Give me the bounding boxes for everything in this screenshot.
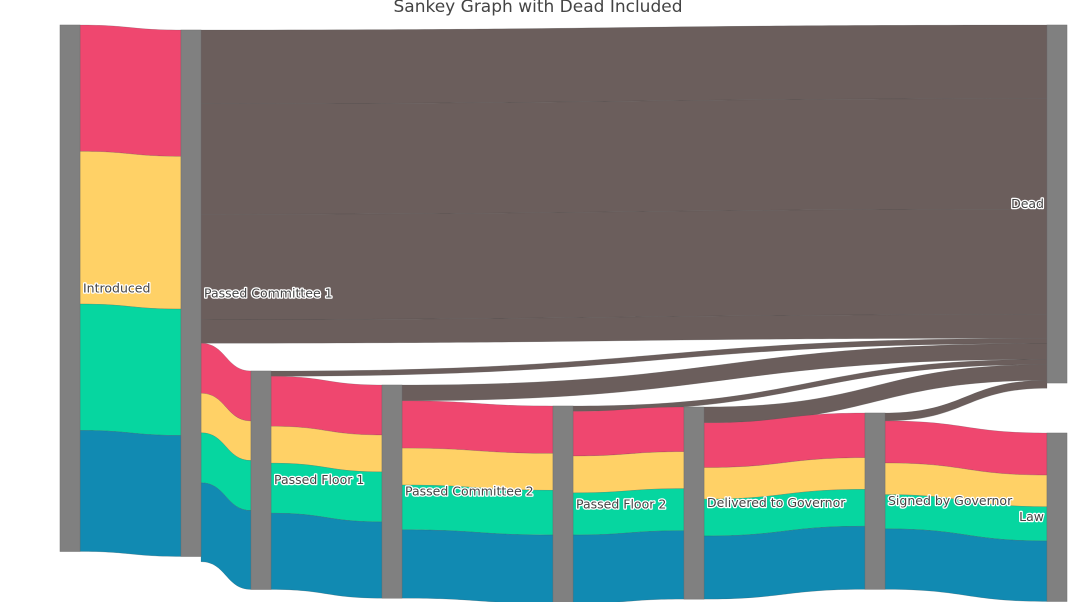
link-introduced-to-passed-committee-1-3[interactable] — [79, 430, 182, 557]
labels-layer: Introduced Passed Committee 1 Passed Floor… — [82, 195, 1046, 526]
link-passed-floor-2-to-delivered-to-governor-23[interactable] — [572, 406, 685, 457]
node-label-dead: Dead — [1011, 196, 1044, 211]
node-label-passed-committee-2: Passed Committee 2 — [405, 484, 534, 499]
node-label-signed-by-governor: Signed by Governor — [888, 493, 1013, 508]
link-signed-by-governor-to-dead-32[interactable] — [884, 380, 1048, 422]
node-passed-committee-1[interactable] — [180, 29, 202, 557]
link-introduced-to-passed-committee-1-2[interactable] — [79, 303, 182, 436]
links-layer — [79, 24, 1048, 602]
link-passed-floor-1-to-passed-committee-2-16[interactable] — [270, 512, 383, 599]
node-law[interactable] — [1046, 432, 1068, 602]
node-passed-floor-1[interactable] — [250, 370, 272, 590]
node-label-law: Law — [1019, 509, 1044, 524]
link-passed-committee-1-to-dead-5[interactable] — [200, 98, 1048, 215]
node-label-passed-floor-1: Passed Floor 1 — [274, 472, 364, 487]
link-passed-committee-1-to-dead-4[interactable] — [200, 24, 1048, 104]
link-passed-floor-1-to-passed-committee-2-13[interactable] — [270, 376, 383, 436]
node-label-delivered-to-governor: Delivered to Governor — [707, 495, 846, 510]
link-passed-committee-1-to-dead-7[interactable] — [200, 314, 1048, 344]
node-dead[interactable] — [1046, 24, 1068, 384]
node-passed-committee-2[interactable] — [381, 384, 403, 599]
link-delivered-to-governor-to-signed-by-governor-31[interactable] — [703, 525, 866, 600]
node-signed-by-governor[interactable] — [864, 412, 886, 590]
node-introduced[interactable] — [59, 24, 81, 552]
node-label-passed-committee-1: Passed Committee 1 — [204, 285, 333, 300]
link-passed-floor-2-to-delivered-to-governor-25[interactable] — [572, 488, 685, 536]
node-delivered-to-governor[interactable] — [683, 406, 705, 600]
chart-title: Sankey Graph with Dead Included — [393, 0, 683, 17]
link-passed-committee-1-to-dead-6[interactable] — [200, 209, 1048, 320]
node-label-passed-floor-2: Passed Floor 2 — [576, 497, 666, 512]
link-introduced-to-passed-committee-1-0[interactable] — [79, 24, 182, 157]
link-passed-committee-2-to-passed-floor-2-21[interactable] — [401, 529, 554, 602]
link-passed-floor-2-to-delivered-to-governor-26[interactable] — [572, 530, 685, 602]
nodes-layer — [59, 24, 1068, 602]
node-label-introduced: Introduced — [83, 280, 150, 295]
link-passed-committee-2-to-passed-floor-2-18[interactable] — [401, 400, 554, 454]
node-passed-floor-2[interactable] — [552, 405, 574, 602]
link-passed-floor-2-to-delivered-to-governor-24[interactable] — [572, 451, 685, 494]
